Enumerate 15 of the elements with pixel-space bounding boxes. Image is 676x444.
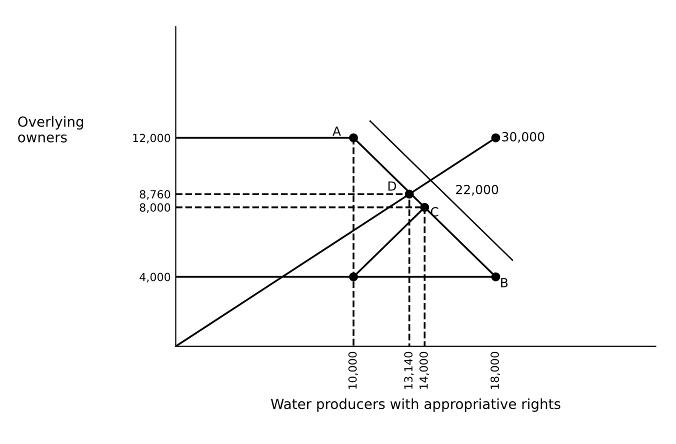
x-tick-label: 13,140 xyxy=(404,352,414,389)
annotation: D xyxy=(388,182,396,191)
y-axis-title: Overlying owners xyxy=(18,116,84,142)
y-tick-label: 8,000 xyxy=(140,203,170,213)
y-tick-label: 4,000 xyxy=(140,272,170,282)
annotation: 30,000 xyxy=(502,132,544,143)
x-tick-label: 18,000 xyxy=(490,352,500,389)
annotation: B xyxy=(501,278,508,288)
x-tick-label: 14,000 xyxy=(419,352,429,389)
y-tick-label: 12,000 xyxy=(133,134,170,144)
y-tick-label: 8,760 xyxy=(140,190,170,200)
x-tick-label: 10,000 xyxy=(348,352,358,389)
annotation: A xyxy=(332,126,341,136)
x-axis-title: Water producers with appropriative rights xyxy=(270,398,560,412)
annotation: 22,000 xyxy=(456,184,498,196)
